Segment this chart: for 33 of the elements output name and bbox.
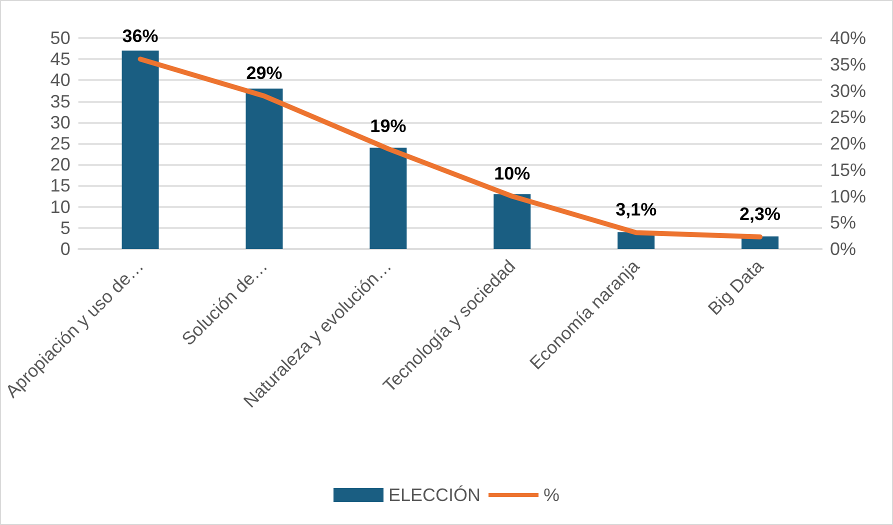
bar xyxy=(246,88,283,249)
y2-tick-label: 5% xyxy=(830,212,856,233)
y-tick-label: 50 xyxy=(50,28,70,48)
legend-label: ELECCIÓN xyxy=(388,485,481,505)
y-tick-label: 25 xyxy=(50,134,70,154)
data-label: 36% xyxy=(122,26,158,46)
bar xyxy=(370,148,407,249)
y2-tick-label: 15% xyxy=(830,160,866,180)
x-tick-label: Big Data xyxy=(704,256,768,319)
y2-tick-label: 25% xyxy=(830,107,866,128)
y-tick-label: 30 xyxy=(50,112,70,132)
data-label: 19% xyxy=(370,116,406,136)
data-label: 10% xyxy=(494,163,530,184)
y-tick-label: 15 xyxy=(50,176,70,196)
data-label: 2,3% xyxy=(740,204,781,224)
y2-tick-label: 40% xyxy=(830,28,866,48)
bar xyxy=(122,50,159,249)
legend-label: % xyxy=(544,485,560,505)
y-tick-label: 40 xyxy=(50,70,70,90)
y-tick-label: 45 xyxy=(50,49,70,70)
y2-tick-label: 0% xyxy=(830,239,856,259)
y2-tick-label: 10% xyxy=(830,186,866,206)
bar xyxy=(494,194,531,249)
data-label: 29% xyxy=(246,63,282,84)
y2-tick-label: 35% xyxy=(830,54,866,74)
y-tick-label: 35 xyxy=(50,91,70,112)
y-tick-label: 0 xyxy=(60,239,70,259)
y-tick-label: 10 xyxy=(50,196,70,217)
y2-tick-label: 30% xyxy=(830,80,866,101)
y-tick-label: 20 xyxy=(50,154,70,175)
y2-tick-label: 20% xyxy=(830,134,866,154)
y-tick-label: 5 xyxy=(60,218,70,238)
data-label: 3,1% xyxy=(616,200,657,220)
